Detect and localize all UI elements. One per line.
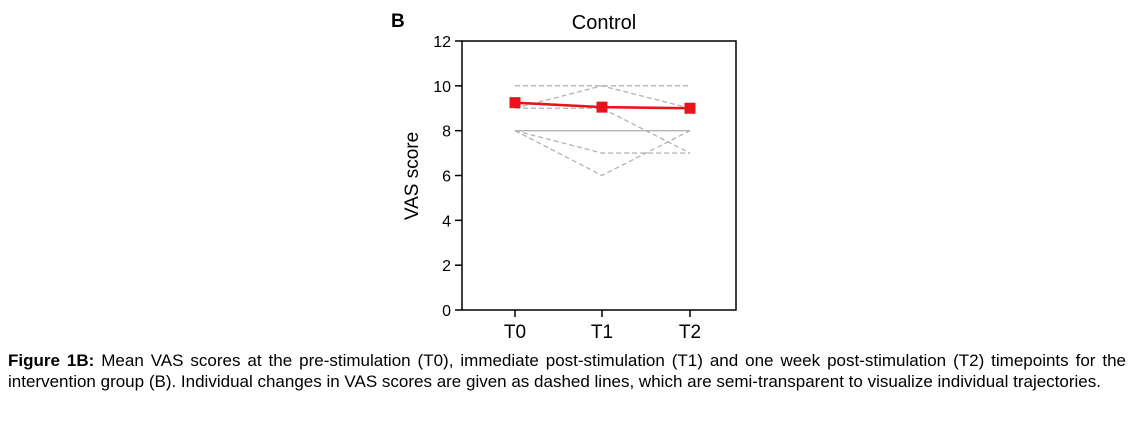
panel-label: B: [391, 11, 405, 32]
caption-text: Mean VAS scores at the pre-stimulation (…: [8, 351, 1127, 391]
y-tick-label-6: 6: [442, 169, 451, 186]
chart-title: Control: [572, 12, 636, 34]
y-tick-label-10: 10: [433, 79, 451, 96]
mean-point-T2: [684, 102, 696, 114]
x-tick-label-T2: T2: [679, 322, 701, 343]
figure-caption: Figure 1B: Mean VAS scores at the pre-st…: [8, 351, 1126, 392]
vas-line-chart: B Control VAS score 0 2 4 6 8 10 12 T0 T1 T2: [391, 11, 737, 343]
series-line-individual-2: [514, 85, 691, 109]
x-tick-label-T0: T0: [504, 322, 526, 343]
series-line-individual-6: [514, 130, 691, 177]
x-tick-label-T1: T1: [591, 322, 613, 343]
y-axis-label: VAS score: [402, 132, 423, 220]
plot-area: 0 2 4 6 8 10 12 T0 T1 T2: [433, 34, 737, 343]
caption-label: Figure 1B:: [8, 351, 95, 370]
figure-panel: B Control VAS score 0 2 4 6 8 10 12 T0 T1 T2 Figu…: [8, 11, 1126, 391]
mean-point-T0: [509, 97, 521, 109]
plot-frame: [461, 40, 737, 311]
series-line-individual-5: [514, 130, 690, 154]
series-line-individual-3: [515, 107, 691, 154]
y-tick-label-2: 2: [442, 258, 451, 275]
mean-point-T1: [596, 101, 608, 113]
y-tick-label-8: 8: [442, 124, 451, 141]
y-tick-label-4: 4: [442, 213, 451, 230]
y-tick-label-0: 0: [442, 303, 451, 320]
y-tick-label-12: 12: [433, 34, 451, 51]
